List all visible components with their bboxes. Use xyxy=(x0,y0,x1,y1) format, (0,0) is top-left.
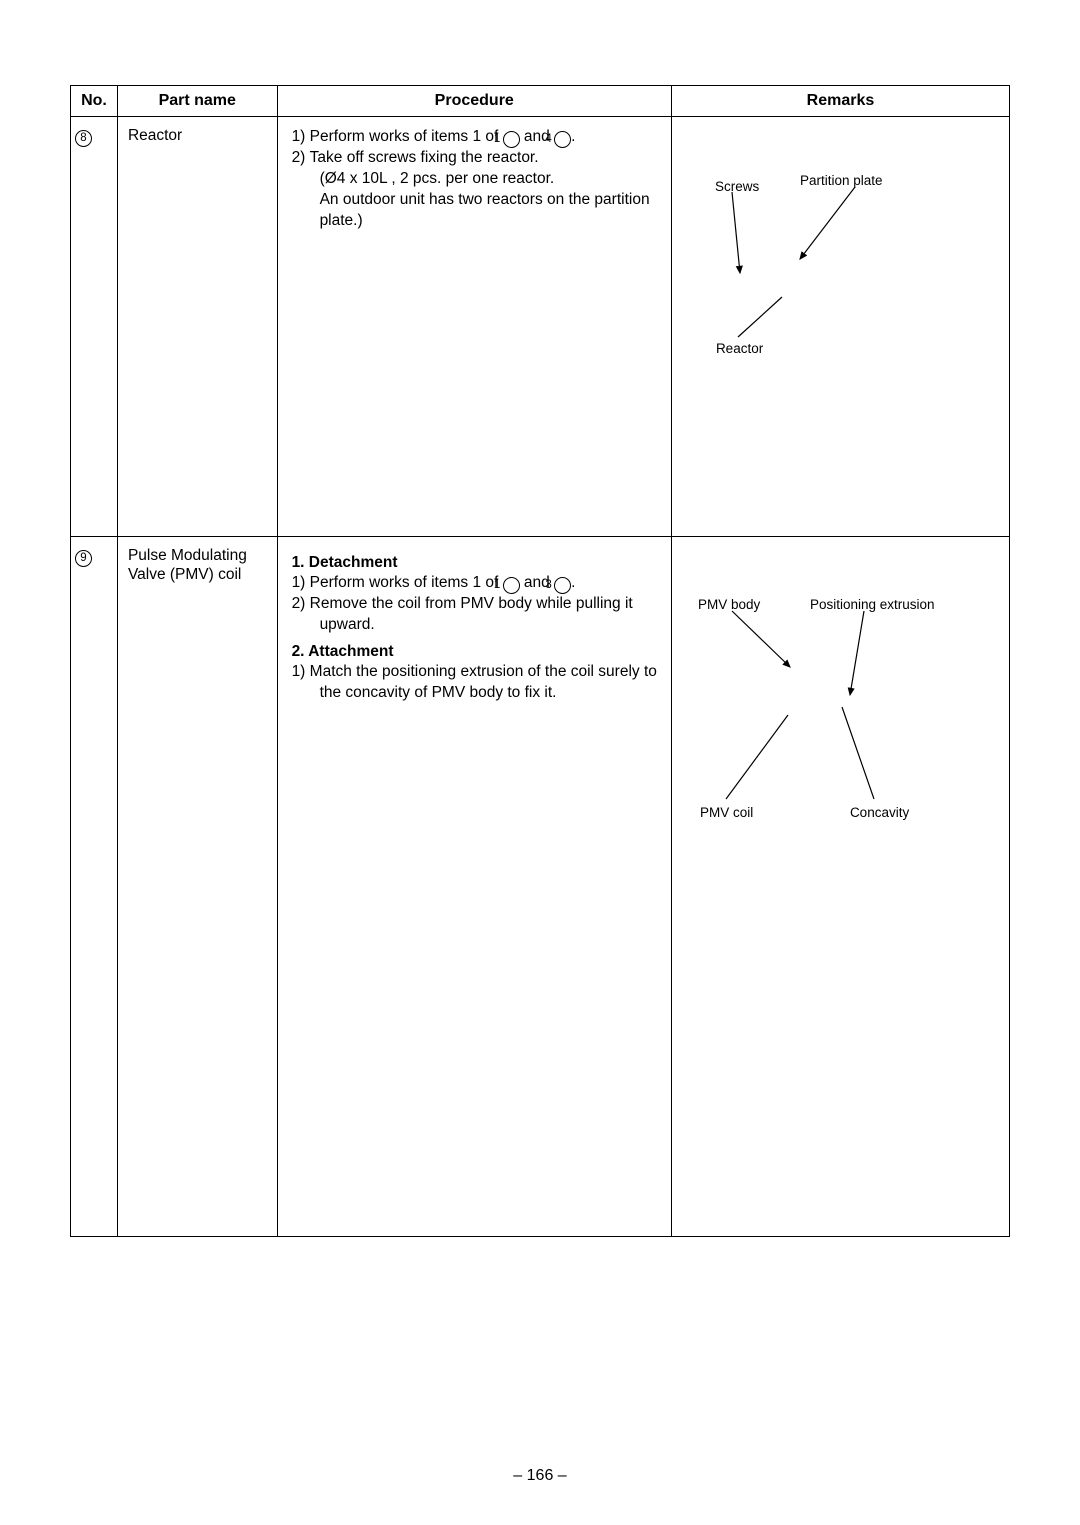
proc-text: Match the positioning extrusion of the c… xyxy=(310,663,657,701)
label-positioning-extrusion: Positioning extrusion xyxy=(810,597,935,612)
proc-text: (Ø4 x 10L , 2 pcs. per one reactor. xyxy=(320,170,555,187)
section-heading: 1. Detachment xyxy=(292,553,657,573)
label-pmv-coil: PMV coil xyxy=(700,805,753,820)
page-number: – 166 – xyxy=(0,1467,1080,1485)
label-reactor: Reactor xyxy=(716,341,763,356)
part-name-line: Pulse Modulating xyxy=(128,547,247,564)
list-num: 1) xyxy=(292,574,306,591)
section-heading: 2. Attachment xyxy=(292,642,657,662)
header-remarks: Remarks xyxy=(671,86,1009,117)
row8-no: 8 xyxy=(71,117,118,537)
proc-text: Remove the coil from PMV body while pull… xyxy=(310,595,633,633)
row9-remarks: PMV body Positioning extrusion PMV coil … xyxy=(671,537,1009,1237)
circled-number-icon: 9 xyxy=(75,550,92,567)
header-procedure: Procedure xyxy=(277,86,671,117)
proc-item: 2) Take off screws fixing the reactor. (… xyxy=(292,148,657,232)
list-num: 2) xyxy=(292,149,306,166)
arrow-line xyxy=(732,611,790,667)
circled-number-icon: 8 xyxy=(75,130,92,147)
proc-item: 1) Perform works of items 1 of 1 and 3. xyxy=(292,573,657,594)
proc-item: 1) Match the positioning extrusion of th… xyxy=(292,662,657,704)
row8-procedure: 1) Perform works of items 1 of 1 and 4. … xyxy=(277,117,671,537)
circled-number-icon: 4 xyxy=(554,131,571,148)
label-screws: Screws xyxy=(715,179,759,194)
list-num: 1) xyxy=(292,663,306,680)
reactor-diagram: Screws Partition plate Reactor xyxy=(680,127,1001,526)
label-pmv-body: PMV body xyxy=(698,597,760,612)
proc-text: Perform works of items 1 of xyxy=(310,574,503,591)
arrow-line xyxy=(800,187,855,259)
header-no: No. xyxy=(71,86,118,117)
list-num: 1) xyxy=(292,128,306,145)
circled-number-icon: 1 xyxy=(503,577,520,594)
row8-part-name: Reactor xyxy=(117,117,277,537)
circled-number-icon: 3 xyxy=(554,577,571,594)
proc-item: 2) Remove the coil from PMV body while p… xyxy=(292,594,657,636)
proc-text: . xyxy=(571,574,575,591)
part-name-line: Valve (PMV) coil xyxy=(128,566,241,583)
label-partition-plate: Partition plate xyxy=(800,173,883,188)
table-row: 8 Reactor 1) Perform works of items 1 of… xyxy=(71,117,1010,537)
proc-text: An outdoor unit has two reactors on the … xyxy=(320,191,650,229)
circled-number-icon: 1 xyxy=(503,131,520,148)
arrow-line xyxy=(732,192,740,273)
arrow-line xyxy=(850,611,864,695)
list-num: 2) xyxy=(292,595,306,612)
pmv-diagram: PMV body Positioning extrusion PMV coil … xyxy=(680,547,1001,1226)
table-row: 9 Pulse Modulating Valve (PMV) coil 1. D… xyxy=(71,537,1010,1237)
row9-no: 9 xyxy=(71,537,118,1237)
table-header-row: No. Part name Procedure Remarks xyxy=(71,86,1010,117)
arrow-line xyxy=(738,297,782,337)
row9-part-name: Pulse Modulating Valve (PMV) coil xyxy=(117,537,277,1237)
proc-text: Perform works of items 1 of xyxy=(310,128,503,145)
arrow-line xyxy=(726,715,788,799)
proc-item: 1) Perform works of items 1 of 1 and 4. xyxy=(292,127,657,148)
row9-procedure: 1. Detachment 1) Perform works of items … xyxy=(277,537,671,1237)
label-concavity: Concavity xyxy=(850,805,909,820)
arrow-line xyxy=(842,707,874,799)
row8-remarks: Screws Partition plate Reactor xyxy=(671,117,1009,537)
proc-text: Take off screws fixing the reactor. xyxy=(310,149,539,166)
header-part-name: Part name xyxy=(117,86,277,117)
procedure-table: No. Part name Procedure Remarks 8 Reacto… xyxy=(70,85,1010,1237)
proc-text: . xyxy=(571,128,575,145)
arrows-svg xyxy=(680,547,1010,847)
